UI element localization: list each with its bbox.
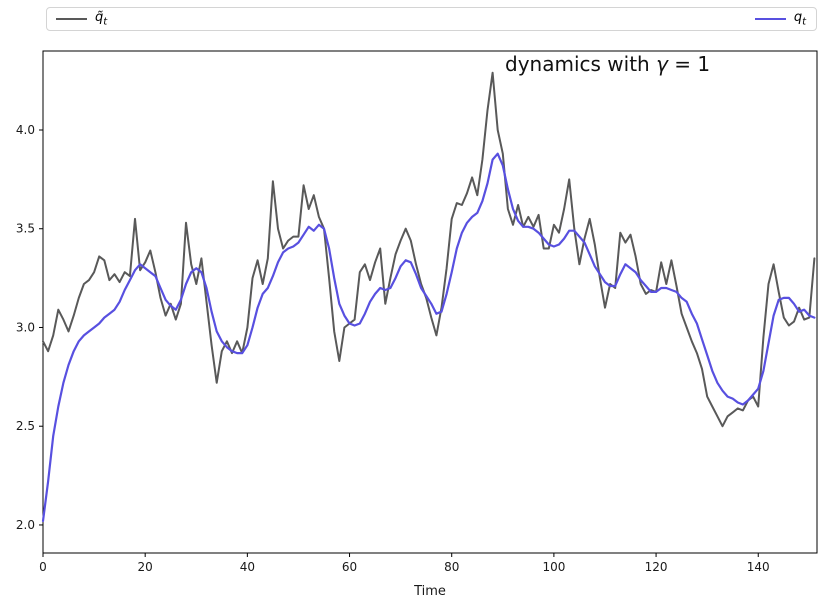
series-line-q-tilde_t[interactable] bbox=[42, 71, 816, 428]
legend-entry-q[interactable]: qt bbox=[754, 9, 806, 28]
plot-frame bbox=[42, 50, 818, 554]
qtilde-line-swatch bbox=[56, 18, 87, 20]
x-tick-label: 60 bbox=[342, 560, 357, 574]
legend-entry-qtilde[interactable]: q̃t bbox=[56, 11, 107, 28]
x-tick-label: 20 bbox=[138, 560, 153, 574]
y-tick-label: 3.0 bbox=[16, 320, 35, 334]
series-line-q_t[interactable] bbox=[41, 152, 816, 523]
x-axis-label: Time bbox=[413, 584, 446, 599]
x-tick-label: 40 bbox=[240, 560, 255, 574]
y-tick-label: 4.0 bbox=[16, 123, 35, 137]
y-tick-label: 2.5 bbox=[16, 419, 35, 433]
legend-label-qtilde: q̃t bbox=[95, 9, 108, 28]
x-tick-label: 140 bbox=[747, 560, 770, 574]
legend-label-q: qt bbox=[793, 9, 806, 28]
x-tick-label: 100 bbox=[542, 560, 565, 574]
legend-box: q̃t qt bbox=[46, 7, 817, 31]
y-tick-label: 3.5 bbox=[16, 222, 35, 236]
x-tick-label: 0 bbox=[39, 560, 47, 574]
x-tick-label: 80 bbox=[444, 560, 459, 574]
q-line-swatch bbox=[754, 18, 786, 20]
gamma-symbol: γ bbox=[656, 52, 668, 76]
x-tick-label: 120 bbox=[645, 560, 668, 574]
plot-annotation: dynamics with γ = 1 bbox=[505, 52, 711, 76]
y-tick-label: 2.0 bbox=[16, 518, 35, 532]
